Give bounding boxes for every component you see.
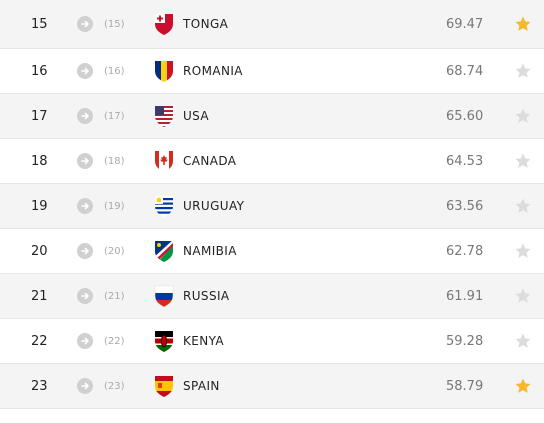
team-name[interactable]: NAMIBIA (183, 244, 237, 258)
star-icon[interactable] (514, 107, 532, 125)
team-points: 63.56 (446, 198, 484, 214)
namibia-flag-icon (154, 239, 174, 263)
rank-position: 22 (31, 333, 48, 349)
spain-flag-icon (154, 374, 174, 398)
team-points: 58.79 (446, 378, 484, 394)
rankings-table: 15 (15) TONGA 69.47 16 (16) ROMANIA 68.7… (0, 0, 544, 409)
team-points: 69.47 (446, 16, 484, 32)
russia-flag-icon (154, 284, 174, 308)
uruguay-flag-icon (154, 194, 174, 218)
rank-position: 23 (31, 378, 48, 394)
team-points: 62.78 (446, 243, 484, 259)
rank-position: 21 (31, 288, 48, 304)
table-row[interactable]: 17 (17) USA 65.60 (0, 94, 544, 139)
team-points: 65.60 (446, 108, 484, 124)
previous-rank: (22) (104, 335, 125, 347)
team-name[interactable]: RUSSIA (183, 289, 230, 303)
team-name[interactable]: USA (183, 109, 210, 123)
star-icon[interactable] (514, 332, 532, 350)
team-name[interactable]: CANADA (183, 154, 237, 168)
team-points: 59.28 (446, 333, 484, 349)
arrow-right-icon (77, 288, 93, 304)
previous-rank: (17) (104, 110, 125, 122)
table-row[interactable]: 20 (20) NAMIBIA 62.78 (0, 229, 544, 274)
star-icon[interactable] (514, 15, 532, 33)
table-row[interactable]: 23 (23) SPAIN 58.79 (0, 364, 544, 409)
star-icon[interactable] (514, 242, 532, 260)
team-name[interactable]: TONGA (183, 17, 229, 31)
table-row[interactable]: 15 (15) TONGA 69.47 (0, 0, 544, 49)
arrow-right-icon (77, 153, 93, 169)
previous-rank: (16) (104, 65, 125, 77)
rank-position: 20 (31, 243, 48, 259)
team-name[interactable]: ROMANIA (183, 64, 243, 78)
previous-rank: (21) (104, 290, 125, 302)
team-name[interactable]: URUGUAY (183, 199, 245, 213)
table-row[interactable]: 21 (21) RUSSIA 61.91 (0, 274, 544, 319)
canada-flag-icon (154, 149, 174, 173)
team-name[interactable]: KENYA (183, 334, 225, 348)
star-icon[interactable] (514, 152, 532, 170)
romania-flag-icon (154, 59, 174, 83)
team-points: 68.74 (446, 63, 484, 79)
star-icon[interactable] (514, 287, 532, 305)
previous-rank: (19) (104, 200, 125, 212)
star-icon[interactable] (514, 377, 532, 395)
arrow-right-icon (77, 378, 93, 394)
team-points: 61.91 (446, 288, 484, 304)
tonga-flag-icon (154, 12, 174, 36)
table-row[interactable]: 22 (22) KENYA 59.28 (0, 319, 544, 364)
team-points: 64.53 (446, 153, 484, 169)
arrow-right-icon (77, 108, 93, 124)
arrow-right-icon (77, 333, 93, 349)
team-name[interactable]: SPAIN (183, 379, 220, 393)
arrow-right-icon (77, 198, 93, 214)
rank-position: 18 (31, 153, 48, 169)
arrow-right-icon (77, 16, 93, 32)
usa-flag-icon (154, 104, 174, 128)
rank-position: 17 (31, 108, 48, 124)
table-row[interactable]: 19 (19) URUGUAY 63.56 (0, 184, 544, 229)
rank-position: 15 (31, 16, 48, 32)
previous-rank: (20) (104, 245, 125, 257)
arrow-right-icon (77, 63, 93, 79)
rank-position: 19 (31, 198, 48, 214)
arrow-right-icon (77, 243, 93, 259)
previous-rank: (23) (104, 380, 125, 392)
previous-rank: (18) (104, 155, 125, 167)
kenya-flag-icon (154, 329, 174, 353)
rank-position: 16 (31, 63, 48, 79)
table-row[interactable]: 18 (18) CANADA 64.53 (0, 139, 544, 184)
table-row[interactable]: 16 (16) ROMANIA 68.74 (0, 49, 544, 94)
previous-rank: (15) (104, 18, 125, 30)
star-icon[interactable] (514, 197, 532, 215)
star-icon[interactable] (514, 62, 532, 80)
